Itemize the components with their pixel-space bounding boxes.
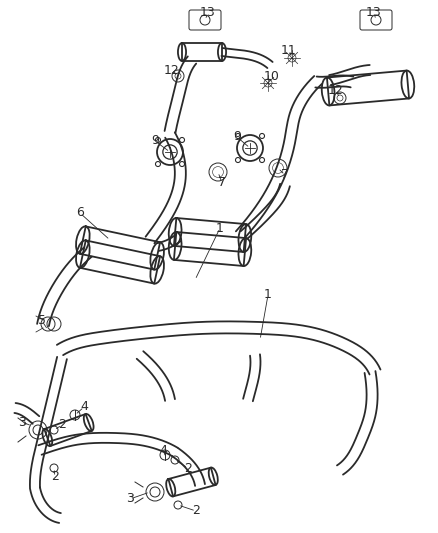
Text: 2: 2 — [58, 418, 66, 432]
Text: 9: 9 — [233, 131, 241, 143]
Text: 7: 7 — [218, 176, 226, 190]
Text: 2: 2 — [184, 462, 192, 474]
Text: 10: 10 — [264, 70, 280, 84]
Text: 7: 7 — [281, 168, 289, 182]
Text: 1: 1 — [264, 288, 272, 302]
Text: 9: 9 — [151, 134, 159, 148]
Text: 13: 13 — [366, 6, 382, 20]
Text: 4: 4 — [80, 400, 88, 414]
Text: 6: 6 — [76, 206, 84, 220]
Text: 12: 12 — [328, 85, 344, 98]
Text: 2: 2 — [192, 505, 200, 518]
Text: 5: 5 — [38, 314, 46, 327]
Text: 4: 4 — [159, 443, 167, 456]
Text: 3: 3 — [126, 492, 134, 505]
Text: 13: 13 — [200, 6, 216, 20]
Text: 2: 2 — [51, 471, 59, 483]
Text: 1: 1 — [216, 222, 224, 235]
Text: 11: 11 — [281, 44, 297, 56]
Text: 3: 3 — [18, 416, 26, 429]
Text: 12: 12 — [164, 63, 180, 77]
